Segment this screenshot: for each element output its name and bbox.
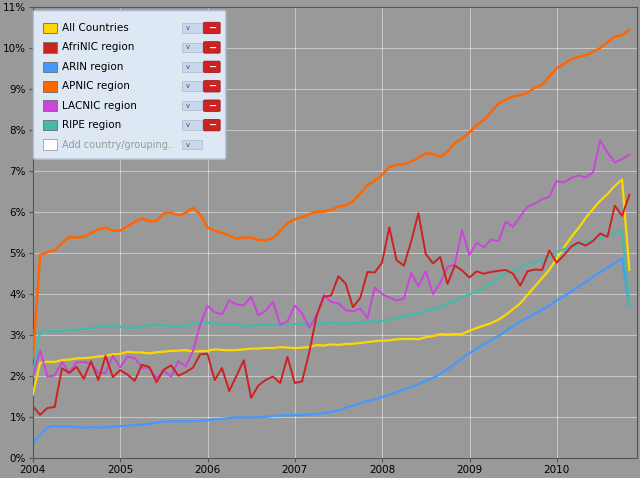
Text: v: v — [186, 122, 190, 128]
Text: v: v — [186, 141, 190, 148]
Text: RIPE region: RIPE region — [62, 120, 122, 130]
Text: v: v — [186, 44, 190, 50]
Text: −: − — [209, 120, 217, 130]
Text: AfriNIC region: AfriNIC region — [62, 43, 134, 53]
Text: All Countries: All Countries — [62, 23, 129, 33]
Text: v: v — [186, 64, 190, 70]
Text: v: v — [186, 83, 190, 89]
Text: −: − — [209, 43, 217, 53]
Text: −: − — [209, 62, 217, 72]
Text: −: − — [209, 23, 217, 33]
Text: −: − — [209, 81, 217, 91]
Text: v: v — [186, 103, 190, 109]
Text: ARIN region: ARIN region — [62, 62, 124, 72]
Text: v: v — [186, 25, 190, 31]
Text: APNIC region: APNIC region — [62, 81, 130, 91]
Text: LACNIC region: LACNIC region — [62, 101, 137, 111]
Text: Add country/grouping..: Add country/grouping.. — [62, 140, 174, 150]
Text: −: − — [209, 101, 217, 111]
